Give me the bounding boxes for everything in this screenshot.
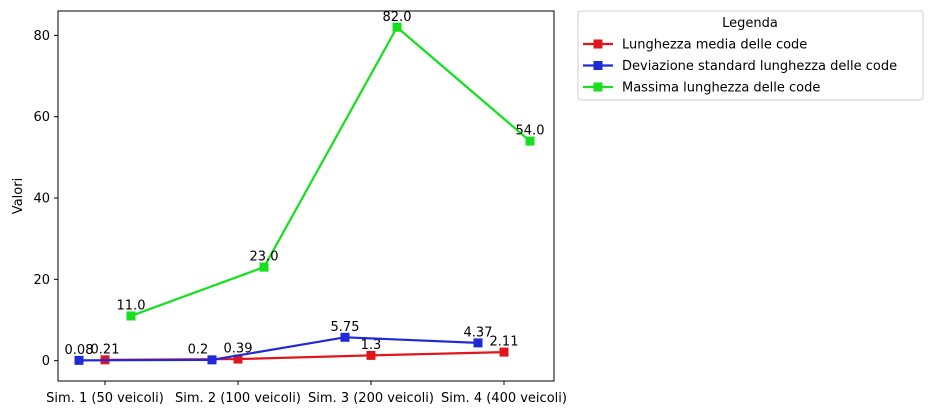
legend-label: Lunghezza media delle code: [622, 38, 807, 53]
legend-entries: Lunghezza media delle code Deviazione sta…: [583, 38, 897, 96]
data-label: 2.11: [490, 335, 519, 350]
y-tick-label: 20: [33, 273, 50, 288]
data-label: 0.08: [65, 343, 94, 358]
data-label: 1.3: [361, 338, 382, 353]
data-label: 0.2: [188, 342, 209, 357]
y-axis: 0 20 40 60 80: [33, 29, 58, 369]
data-label: 23.0: [250, 250, 279, 265]
legend-title: Legenda: [722, 16, 778, 31]
data-point: [366, 350, 376, 360]
legend-label: Deviazione standard lunghezza delle code: [622, 59, 897, 74]
data-point: [126, 311, 136, 321]
legend-box: [577, 10, 924, 101]
x-tick-label: Sim. 4 (400 veicoli): [441, 391, 567, 406]
data-point: [525, 136, 535, 146]
legend-item: Lunghezza media delle code: [583, 38, 807, 53]
series: 11.0 23.0 82.0 54.0: [117, 10, 545, 321]
data-label: 0.21: [91, 342, 120, 357]
legend-item: Deviazione standard lunghezza delle code: [583, 59, 897, 74]
data-point: [473, 338, 483, 348]
x-tick-label: Sim. 3 (200 veicoli): [308, 391, 434, 406]
legend-label: Massima lunghezza delle code: [622, 81, 820, 96]
y-tick-label: 40: [33, 192, 50, 207]
data-point: [233, 354, 243, 364]
legend-item: Massima lunghezza delle code: [583, 81, 820, 96]
data-label: 82.0: [383, 10, 412, 25]
series-line: [104, 350, 505, 361]
y-tick-label: 60: [33, 110, 50, 125]
x-tick-label: Sim. 1 (50 veicoli): [46, 391, 164, 406]
y-tick-label: 80: [33, 29, 50, 44]
data-point: [259, 262, 269, 272]
data-point: [392, 22, 402, 32]
data-label: 0.39: [224, 342, 253, 357]
data-label: 11.0: [117, 298, 146, 313]
series: 0.08 0.2 5.75 4.37: [65, 320, 493, 365]
legend-marker: [593, 39, 603, 49]
data-label: 4.37: [464, 325, 493, 340]
legend: Legenda Lunghezza media delle code Deviaz…: [577, 10, 924, 101]
data-point: [499, 347, 509, 357]
data-label: 5.75: [331, 320, 360, 335]
legend-marker: [593, 82, 603, 92]
x-axis: Sim. 1 (50 veicoli) Sim. 2 (100 veicoli) S…: [46, 381, 567, 406]
y-axis-label: Valori: [11, 178, 26, 214]
series-line: [130, 26, 531, 317]
series-line: [78, 336, 479, 362]
plot-frame: [57, 10, 555, 382]
data-label: 54.0: [516, 124, 545, 139]
data-point: [74, 355, 84, 365]
y-tick-label: 0: [42, 354, 50, 369]
data-point: [207, 355, 217, 365]
x-tick-label: Sim. 2 (100 veicoli): [175, 391, 301, 406]
legend-marker: [593, 61, 603, 70]
data-point: [340, 332, 350, 342]
series-layer: 0.21 0.39 1.3 2.11 0.08 0.2 5.75 4.37 11.0 23.0 82…: [65, 10, 545, 365]
